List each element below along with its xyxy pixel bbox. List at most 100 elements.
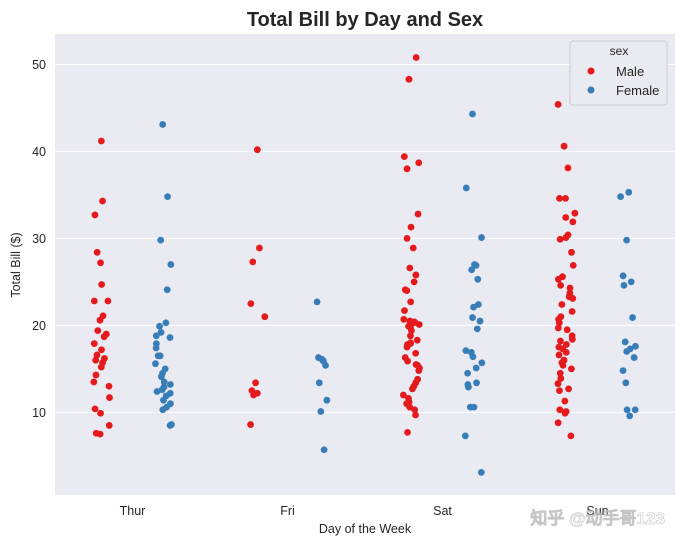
point-male-sun-20 — [569, 295, 577, 302]
point-male-thur-4 — [97, 259, 104, 267]
point-male-sun-11 — [556, 235, 564, 243]
point-male-sat-31 — [412, 349, 420, 357]
point-male-thur-24 — [91, 405, 99, 413]
point-male-fri-9 — [247, 421, 254, 428]
point-male-fri-1 — [256, 244, 263, 252]
point-male-sat-47 — [411, 406, 419, 414]
point-male-sun-30 — [557, 337, 564, 345]
point-female-sat-24 — [477, 468, 485, 476]
point-female-thur-25 — [160, 396, 167, 404]
point-male-thur-7 — [104, 297, 112, 305]
point-male-fri-5 — [252, 379, 259, 387]
point-male-thur-21 — [90, 378, 98, 386]
point-male-sun-38 — [559, 362, 567, 369]
point-female-fri-7 — [317, 408, 325, 415]
x-tick-label-sun: Sun — [586, 504, 608, 518]
point-male-fri-2 — [249, 258, 257, 266]
legend-marker-male — [587, 67, 595, 75]
point-female-sun-2 — [623, 236, 631, 244]
point-male-sat-37 — [415, 367, 423, 375]
point-female-fri-5 — [315, 379, 323, 387]
y-axis-label: Total Bill ($) — [9, 232, 23, 297]
point-female-sat-2 — [478, 234, 485, 241]
point-female-sun-16 — [626, 412, 634, 420]
point-male-sat-17 — [400, 315, 408, 323]
point-female-thur-2 — [157, 236, 165, 244]
point-female-thur-18 — [160, 378, 168, 386]
y-tick-label-20: 20 — [32, 319, 46, 333]
point-male-thur-26 — [105, 422, 113, 429]
point-female-sat-12 — [462, 347, 470, 355]
point-female-thur-22 — [153, 388, 161, 395]
point-male-sun-44 — [556, 387, 563, 395]
point-male-sat-21 — [415, 321, 423, 328]
point-male-sat-46 — [406, 403, 414, 411]
point-male-thur-23 — [106, 394, 113, 401]
point-male-sat-30 — [403, 343, 411, 351]
point-male-sun-40 — [556, 369, 564, 377]
point-female-thur-21 — [158, 386, 166, 394]
point-male-sun-6 — [571, 209, 579, 217]
point-female-thur-13 — [156, 352, 164, 360]
point-female-fri-0 — [313, 298, 321, 306]
point-female-sat-8 — [470, 303, 477, 311]
point-male-sun-27 — [563, 326, 571, 334]
legend-title: sex — [610, 44, 629, 58]
point-male-sun-26 — [554, 324, 562, 332]
point-male-thur-3 — [93, 248, 101, 256]
legend-label-male: Male — [616, 64, 644, 79]
point-male-fri-3 — [247, 300, 255, 308]
point-female-sun-8 — [632, 342, 639, 350]
point-female-thur-7 — [157, 328, 165, 336]
point-male-thur-6 — [90, 297, 98, 305]
point-male-sat-33 — [404, 357, 411, 365]
point-male-thur-5 — [98, 281, 106, 288]
point-female-sun-3 — [619, 272, 627, 280]
x-tick-labels: Thur Fri Sat Sun — [120, 504, 609, 518]
point-male-sat-0 — [412, 54, 420, 61]
legend-marker-female — [587, 86, 595, 94]
point-female-sat-17 — [464, 369, 471, 377]
point-female-sat-11 — [473, 325, 481, 333]
point-female-sun-15 — [631, 406, 639, 414]
point-male-thur-25 — [97, 409, 104, 417]
legend-label-female: Female — [616, 83, 659, 98]
point-male-thur-19 — [97, 363, 105, 371]
watermark-text: 知乎 @动手哥123 — [529, 508, 665, 528]
point-male-thur-12 — [100, 333, 108, 341]
point-male-sat-25 — [407, 332, 414, 340]
point-male-sun-4 — [562, 194, 569, 202]
chart-title: Total Bill by Day and Sex — [247, 9, 483, 31]
point-male-sun-39 — [568, 365, 575, 373]
point-male-thur-20 — [92, 371, 100, 379]
point-male-sun-16 — [557, 281, 565, 289]
point-male-sat-16 — [401, 307, 408, 314]
point-male-sat-7 — [407, 223, 415, 231]
point-female-sat-0 — [469, 110, 476, 118]
data-points — [90, 54, 639, 476]
point-male-sat-9 — [409, 244, 417, 252]
point-female-thur-11 — [152, 344, 160, 352]
point-male-sun-35 — [555, 351, 563, 359]
point-female-fri-8 — [320, 446, 328, 454]
point-male-sun-8 — [569, 218, 577, 226]
point-male-thur-1 — [99, 197, 106, 205]
point-male-sat-6 — [414, 210, 422, 218]
point-male-sat-48 — [412, 411, 419, 419]
point-male-sun-48 — [561, 409, 569, 417]
point-male-sun-25 — [555, 319, 563, 327]
point-female-sat-9 — [469, 314, 476, 321]
point-male-sun-7 — [562, 214, 570, 221]
point-male-sun-15 — [554, 275, 562, 283]
point-male-sun-21 — [558, 301, 566, 308]
point-female-sat-15 — [478, 359, 486, 367]
point-female-thur-8 — [152, 332, 160, 340]
point-male-sun-17 — [566, 284, 574, 292]
point-male-sun-2 — [560, 142, 568, 150]
point-female-sat-1 — [462, 184, 470, 192]
legend: sex Male Female — [569, 40, 668, 106]
point-male-sat-12 — [410, 278, 418, 286]
point-female-sun-10 — [623, 348, 631, 355]
point-female-sun-4 — [627, 278, 635, 286]
